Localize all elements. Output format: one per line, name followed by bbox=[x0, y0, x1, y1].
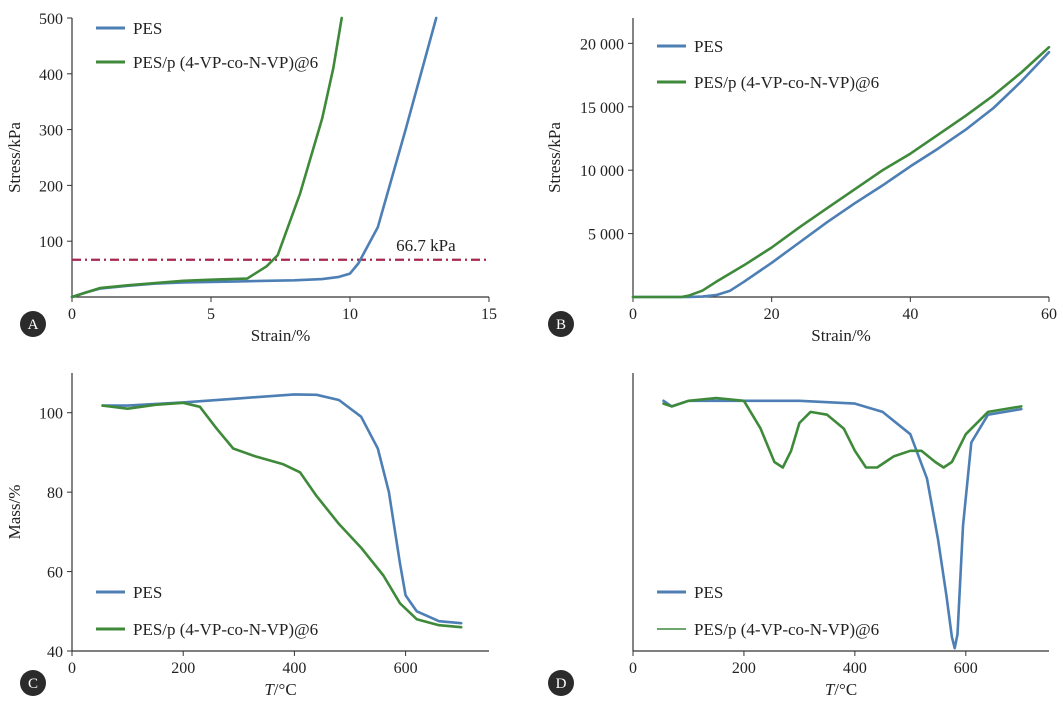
x-axis-label: Strain/% bbox=[811, 326, 871, 345]
legend-entry: PES/p (4-VP-co-N-VP)@6 bbox=[694, 620, 879, 639]
x-axis-label-unit: /°C bbox=[274, 680, 297, 699]
y-tick-label: 15 000 bbox=[580, 100, 624, 117]
y-axis-label: Stress/kPa bbox=[5, 122, 24, 193]
legend-entry: PES bbox=[133, 583, 162, 602]
y-tick-label: 20 000 bbox=[580, 36, 624, 53]
x-tick-label: 60 bbox=[1041, 306, 1057, 323]
y-tick-label: 80 bbox=[47, 485, 63, 502]
y-axis-label: Stress/kPa bbox=[545, 122, 564, 193]
x-tick-label: 400 bbox=[282, 660, 306, 677]
x-tick-label: 400 bbox=[843, 660, 867, 677]
y-tick-label: 100 bbox=[39, 406, 63, 423]
panel-letter: A bbox=[28, 317, 39, 333]
series-line-pes-p4vp bbox=[631, 45, 1051, 299]
panel-badge bbox=[548, 311, 574, 337]
y-tick-label: 100 bbox=[39, 234, 63, 251]
x-tick-label: 10 bbox=[342, 306, 358, 323]
y-tick-label: 60 bbox=[47, 565, 63, 582]
x-tick-label: 200 bbox=[171, 660, 195, 677]
x-axis-label-unit: /°C bbox=[834, 680, 857, 699]
panel-c: 0 200 400 600 40 60 80 100 T/°C Mass/% C PES PES/p (… bbox=[5, 373, 489, 699]
series-line-pes bbox=[662, 399, 1023, 650]
panel-letter: B bbox=[556, 317, 566, 333]
x-tick-label: 0 bbox=[68, 660, 76, 677]
panel-badge bbox=[20, 670, 46, 696]
x-axis-label: T/°C bbox=[825, 680, 857, 699]
panel-letter: C bbox=[28, 676, 38, 692]
y-axis-label: Mass/% bbox=[5, 485, 24, 540]
legend-entry: PES/p (4-VP-co-N-VP)@6 bbox=[133, 620, 318, 639]
panel-badge bbox=[548, 670, 574, 696]
x-tick-label: 20 bbox=[764, 306, 780, 323]
y-tick-label: 200 bbox=[39, 178, 63, 195]
x-tick-label: 0 bbox=[629, 660, 637, 677]
x-axis-label: Strain/% bbox=[251, 326, 311, 345]
series-line-pes-p4vp bbox=[662, 396, 1023, 469]
legend-entry: PES bbox=[133, 19, 162, 38]
panel-d: 0 200 400 600 T/°C D PES PES/p (4-VP-co-N-VP)@6 bbox=[548, 373, 1049, 699]
x-axis-label-symbol: T bbox=[264, 680, 275, 699]
series-line-pes-p4vp bbox=[70, 16, 344, 299]
threshold-label: 66.7 kPa bbox=[396, 236, 456, 255]
series-line-pes-p4vp bbox=[101, 401, 463, 629]
y-tick-label: 40 bbox=[47, 644, 63, 661]
x-tick-label: 600 bbox=[954, 660, 978, 677]
y-tick-label: 500 bbox=[39, 11, 63, 28]
x-axis-label: T/°C bbox=[264, 680, 296, 699]
legend-entry: PES bbox=[694, 583, 723, 602]
panel-a: 0 5 10 15 100 200 300 400 500 Strain/% Stress/kPa A… bbox=[5, 11, 497, 345]
legend-entry: PES/p (4-VP-co-N-VP)@6 bbox=[694, 73, 879, 92]
panel-letter: D bbox=[556, 676, 567, 692]
panel-badge bbox=[20, 311, 46, 337]
x-tick-label: 5 bbox=[207, 306, 215, 323]
legend-entry: PES/p (4-VP-co-N-VP)@6 bbox=[133, 53, 318, 72]
series-line-pes bbox=[631, 50, 1051, 299]
x-tick-label: 0 bbox=[629, 306, 637, 323]
y-tick-label: 10 000 bbox=[580, 163, 624, 180]
y-tick-label: 5 000 bbox=[588, 227, 624, 244]
x-axis-label-symbol: T bbox=[825, 680, 836, 699]
y-tick-label: 400 bbox=[39, 67, 63, 84]
x-tick-label: 0 bbox=[68, 306, 76, 323]
series-line-pes bbox=[101, 393, 463, 625]
legend-entry: PES bbox=[694, 37, 723, 56]
panel-b: 0 20 40 60 5 000 10 000 15 000 20 000 Strain/% St… bbox=[545, 18, 1057, 345]
y-tick-label: 300 bbox=[39, 123, 63, 140]
x-tick-label: 15 bbox=[481, 306, 497, 323]
x-tick-label: 40 bbox=[902, 306, 918, 323]
x-tick-label: 200 bbox=[732, 660, 756, 677]
x-tick-label: 600 bbox=[394, 660, 418, 677]
